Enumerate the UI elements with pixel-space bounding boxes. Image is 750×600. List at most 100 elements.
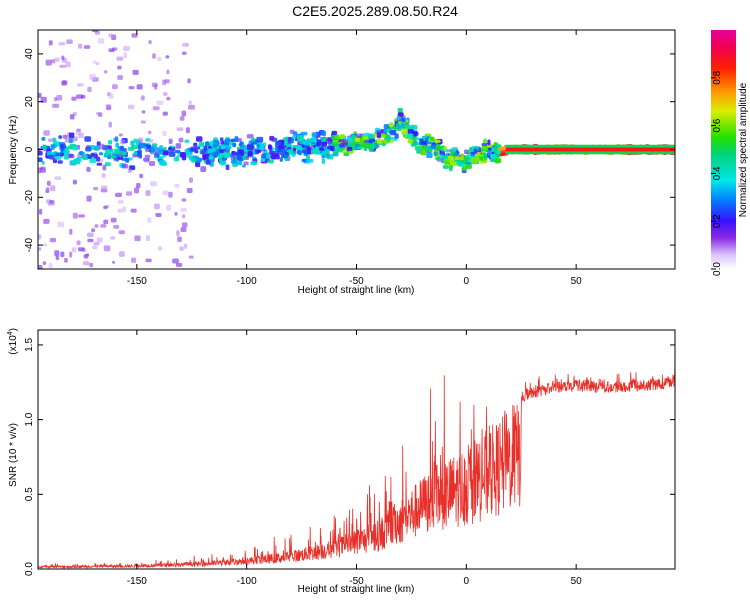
- spectral-cell: [54, 176, 62, 180]
- spectral-cell: [447, 155, 454, 162]
- spectral-cell: [284, 140, 288, 146]
- spectral-cell: [72, 179, 78, 185]
- spectral-cell: [42, 144, 47, 150]
- spectral-cell: [383, 124, 390, 129]
- spectral-cell: [181, 51, 187, 55]
- spectrogram-y-label: Frequency (Hz): [8, 116, 19, 185]
- spectral-cell: [368, 134, 375, 141]
- spectral-cell: [159, 145, 164, 151]
- spectral-cell: [179, 116, 185, 121]
- spectral-cell: [115, 142, 119, 148]
- y-tick-label: 0: [24, 146, 35, 152]
- spectral-cell: [489, 158, 495, 163]
- spectral-cell: [184, 139, 190, 143]
- spectral-cell: [59, 152, 64, 157]
- spectral-cell: [125, 191, 133, 196]
- spectral-cell: [118, 152, 122, 157]
- spectral-cell: [461, 167, 466, 171]
- spectral-cell: [190, 147, 197, 152]
- spectral-cell: [487, 139, 491, 146]
- spectral-cell: [320, 141, 327, 147]
- spectral-cell: [279, 157, 283, 162]
- spectral-cell: [103, 70, 108, 74]
- spectral-cell: [301, 158, 307, 163]
- spectral-cell: [329, 145, 335, 152]
- spectral-cell: [317, 139, 322, 146]
- y-tick-label: -20: [24, 190, 35, 205]
- spectral-cell: [430, 144, 437, 150]
- spectral-cell: [131, 144, 138, 150]
- spectral-cell: [40, 96, 47, 103]
- spectral-cell: [118, 133, 123, 137]
- spectral-cell: [100, 224, 107, 228]
- spectral-cell: [61, 80, 67, 86]
- spectral-cell: [181, 222, 188, 228]
- spectral-cell: [463, 149, 469, 155]
- x-tick-label: -100: [237, 576, 257, 587]
- spectral-cell: [166, 69, 170, 75]
- spectral-cell: [98, 152, 104, 156]
- spectral-cell: [179, 151, 186, 158]
- spectral-cell: [474, 158, 480, 162]
- spectral-cell: [61, 55, 65, 60]
- spectral-cell: [398, 124, 405, 129]
- spectral-cell: [78, 43, 83, 49]
- spectral-cell: [162, 190, 169, 196]
- spectral-cell: [63, 155, 69, 160]
- spectral-cell: [53, 138, 57, 144]
- spectral-cell: [172, 258, 179, 264]
- spectral-cell: [55, 152, 60, 158]
- snr-scale-exponent: 4: [7, 331, 14, 335]
- spectral-cell: [338, 138, 345, 143]
- spectral-cell: [120, 145, 124, 150]
- spectral-cell: [203, 154, 210, 160]
- spectral-cell: [154, 203, 160, 210]
- spectral-cell: [89, 262, 93, 268]
- x-tick-label: -100: [237, 276, 257, 287]
- x-tick-label: 0: [464, 576, 470, 587]
- spectral-cell: [66, 39, 73, 44]
- spectral-cell: [134, 235, 141, 242]
- spectral-cell: [72, 146, 79, 151]
- spectral-cell: [115, 192, 122, 197]
- spectral-cell: [117, 75, 123, 80]
- spectral-cell: [218, 155, 223, 162]
- colorbar-tick-label: 0.0: [712, 262, 723, 276]
- spectral-cell: [442, 165, 449, 169]
- spectral-cell: [168, 138, 173, 145]
- spectral-cell: [131, 257, 137, 263]
- spectral-cell: [87, 238, 94, 243]
- spectral-cell: [51, 144, 55, 150]
- spectral-cell: [163, 146, 167, 151]
- spectral-cell: [39, 208, 43, 215]
- spectral-cell: [162, 111, 168, 116]
- spectral-cell: [465, 163, 472, 169]
- spectral-cell: [139, 173, 144, 179]
- spectral-cell: [81, 154, 86, 160]
- spectral-cell: [71, 96, 77, 101]
- spectral-cell: [157, 57, 162, 62]
- spectral-cell: [256, 149, 262, 153]
- spectrogram-y-axis: -40 -20 0 20 40: [24, 48, 675, 252]
- spectral-cell: [185, 127, 190, 134]
- spectral-cell: [361, 136, 369, 140]
- spectral-cell: [220, 144, 226, 150]
- spectral-cell: [256, 136, 264, 143]
- spectral-cell: [322, 130, 327, 137]
- snr-marks: [38, 365, 675, 569]
- spectral-cell: [59, 64, 67, 68]
- spectral-cell: [168, 151, 176, 157]
- spectral-cell: [490, 153, 495, 159]
- y-tick-label: 1.0: [24, 412, 35, 426]
- spectral-cell: [110, 217, 117, 223]
- spectral-cell: [444, 161, 450, 165]
- spectral-cell: [38, 234, 42, 240]
- spectral-cell: [127, 104, 135, 110]
- spectral-cell: [243, 161, 249, 166]
- spectral-cell: [104, 149, 112, 155]
- spectral-cell: [138, 154, 143, 159]
- spectral-cell: [133, 151, 138, 156]
- spectral-cell: [123, 46, 130, 51]
- spectral-cell: [443, 146, 447, 151]
- spectral-cell: [137, 149, 142, 156]
